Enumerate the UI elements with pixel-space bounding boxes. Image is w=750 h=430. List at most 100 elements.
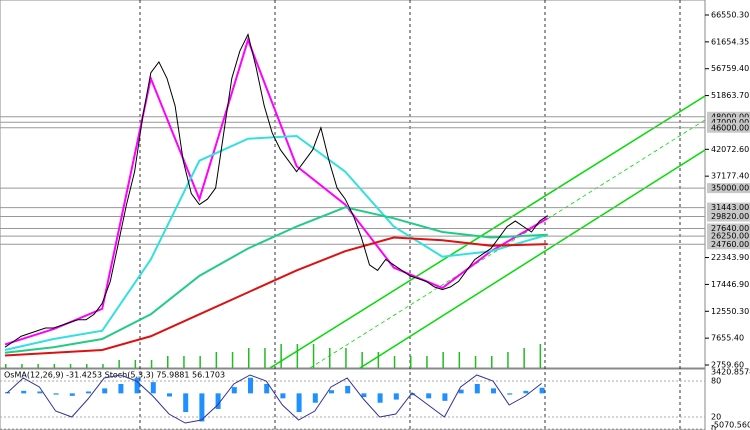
volume-bar (231, 352, 234, 368)
y-tick-label: 12550.30 (711, 307, 749, 316)
channel-line (269, 95, 706, 369)
level-box (707, 239, 750, 250)
volume-bar (523, 348, 525, 368)
volume-bar (150, 360, 153, 368)
osma-bar (150, 382, 156, 394)
volume-bar (21, 364, 23, 368)
level-label: 47000.00 (711, 118, 749, 127)
volume-bar (410, 356, 412, 368)
volume-bar (183, 356, 185, 368)
moving-average (4, 134, 548, 351)
level-label: 24760.00 (711, 240, 749, 249)
volume-bar (53, 364, 56, 368)
y-tick-label: 61654.35 (711, 37, 749, 46)
y-tick-label: 22343.90 (711, 253, 749, 262)
osma-bar (134, 377, 140, 394)
volume-bar (377, 352, 380, 368)
osma-bar (199, 393, 205, 422)
osma-bar (183, 393, 189, 413)
osma-bar (393, 393, 399, 400)
osma-bar (507, 393, 513, 395)
moving-average (4, 236, 548, 357)
level-box (707, 122, 750, 133)
level-box (707, 211, 750, 222)
osma-bar (118, 383, 124, 394)
osma-bar (167, 393, 172, 397)
level-label: 29820.00 (711, 212, 749, 221)
level-box (707, 117, 750, 128)
osma-bar (264, 383, 270, 394)
osma-bar (329, 390, 334, 394)
osma-bar (312, 393, 318, 403)
osma-bar (231, 387, 237, 394)
level-label: 35000.00 (711, 184, 749, 193)
indicator-title: OsMA(12,26,9) -31.4253 Stoch(5,3,3) 75.9… (4, 371, 225, 380)
osma-bar (491, 388, 496, 394)
osma-bar (442, 393, 448, 401)
level-box (707, 223, 750, 234)
volume-bar (118, 360, 120, 368)
y-tick-label: 37177.40 (711, 172, 749, 181)
y-tick-label: 2759.60 (711, 361, 744, 370)
volume-bar (539, 344, 542, 368)
main-panel (0, 0, 706, 369)
volume-bar (280, 344, 282, 368)
osma-bar (296, 393, 302, 413)
y-tick-label: 66550.30 (711, 10, 749, 19)
y-tick-label: 42072.60 (711, 145, 749, 154)
osma-bar (361, 393, 367, 398)
y-tick-label: 56759.40 (711, 64, 749, 73)
price-line (4, 33, 548, 348)
osma-bar (69, 393, 75, 396)
osma-bar (102, 388, 108, 394)
volume-bar (102, 364, 104, 368)
volume-bar (442, 352, 444, 368)
osma-bar (410, 393, 415, 396)
volume-bar (393, 356, 396, 368)
y-tick-label: 17446.90 (711, 280, 749, 289)
volume-bar (507, 352, 509, 368)
moving-average (4, 36, 549, 346)
level-label: 26250.00 (711, 232, 749, 241)
volume-bar (345, 348, 347, 368)
level-box (707, 202, 750, 213)
volume-bar (264, 348, 266, 368)
volume-bar (361, 352, 363, 368)
volume-bar (491, 356, 493, 368)
volume-bar (134, 360, 137, 368)
level-label: 27640.00 (711, 224, 749, 233)
osma-bar (539, 387, 545, 394)
osma-bar (345, 385, 351, 394)
volume-bar (312, 344, 315, 368)
osma-bar (53, 393, 59, 395)
level-box (707, 111, 750, 122)
osma-bar (523, 390, 529, 394)
channel-line (359, 149, 706, 369)
osma-bar (21, 390, 27, 394)
indicator-tick-label: -5070.5603 (711, 421, 750, 430)
osma-bar (280, 393, 286, 399)
osma-bar (37, 391, 43, 394)
volume-bar (426, 356, 428, 368)
level-label: 48000.00 (711, 112, 749, 121)
level-box (707, 183, 750, 194)
osma-bar (86, 391, 91, 394)
level-label: 31443.00 (711, 203, 749, 212)
y-tick-label: 7655.40 (711, 334, 744, 343)
volume-bar (248, 348, 250, 368)
osma-bar (458, 389, 464, 394)
osma-bar (426, 393, 432, 399)
volume-bar (167, 356, 169, 368)
volume-bar (37, 364, 39, 368)
level-box (707, 231, 750, 242)
osma-bar (474, 383, 480, 394)
y-tick-label: 51863.70 (711, 91, 749, 100)
stoch-tick-label: 0 (711, 425, 716, 430)
volume-bar (5, 364, 7, 368)
stoch-line (6, 374, 542, 424)
volume-bar (69, 364, 72, 368)
volume-bar (474, 356, 477, 368)
volume-bar (296, 344, 299, 368)
osma-bar (248, 377, 253, 394)
